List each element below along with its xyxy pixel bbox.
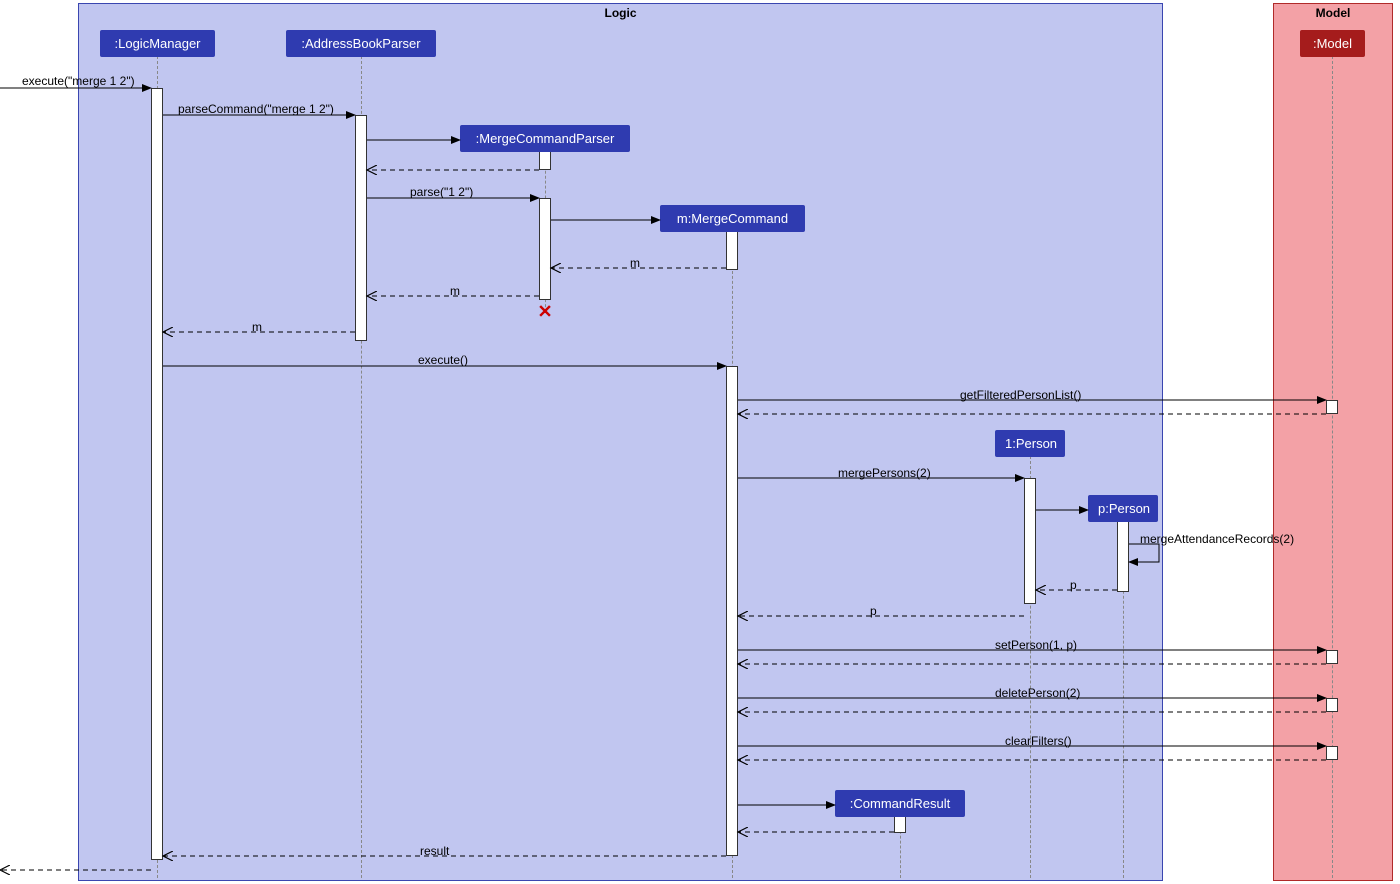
activation-model-9 — [1326, 400, 1338, 414]
msg-label-15: p — [1070, 578, 1077, 592]
msg-label-12: mergePersons(2) — [838, 466, 931, 480]
msg-label-1: parseCommand("merge 1 2") — [178, 102, 334, 116]
activation-model-10 — [1326, 650, 1338, 664]
msg-label-6: m — [630, 256, 640, 270]
participant-person1: 1:Person — [995, 430, 1065, 457]
region-logic-label: Logic — [605, 6, 637, 20]
msg-label-16: p — [870, 604, 877, 618]
region-model-label: Model — [1316, 6, 1351, 20]
participant-cmdResult: :CommandResult — [835, 790, 965, 817]
msg-label-4: parse("1 2") — [410, 185, 473, 199]
activation-parser-1 — [355, 115, 367, 341]
msg-label-7: m — [450, 284, 460, 298]
participant-parser: :AddressBookParser — [286, 30, 436, 57]
activation-mergeParser-3 — [539, 198, 551, 300]
msg-label-25: result — [420, 844, 449, 858]
activation-model-12 — [1326, 746, 1338, 760]
msg-label-19: deletePerson(2) — [995, 686, 1080, 700]
activation-logicManager-0 — [151, 88, 163, 860]
destroy-mark-0: ✕ — [537, 302, 552, 323]
participant-model: :Model — [1300, 30, 1365, 57]
msg-label-10: getFilteredPersonList() — [960, 388, 1081, 402]
activation-mergeCmd-5 — [726, 366, 738, 856]
msg-label-8: m — [252, 320, 262, 334]
participant-mergeParser: :MergeCommandParser — [460, 125, 630, 152]
msg-label-14: mergeAttendanceRecords(2) — [1140, 532, 1294, 546]
msg-label-21: clearFilters() — [1005, 734, 1072, 748]
activation-personP-7 — [1117, 510, 1129, 592]
msg-label-0: execute("merge 1 2") — [22, 74, 135, 88]
msg-label-9: execute() — [418, 353, 468, 367]
activation-person1-6 — [1024, 478, 1036, 604]
msg-label-17: setPerson(1, p) — [995, 638, 1077, 652]
participant-personP: p:Person — [1088, 495, 1158, 522]
participant-logicManager: :LogicManager — [100, 30, 215, 57]
participant-mergeCmd: m:MergeCommand — [660, 205, 805, 232]
activation-model-11 — [1326, 698, 1338, 712]
